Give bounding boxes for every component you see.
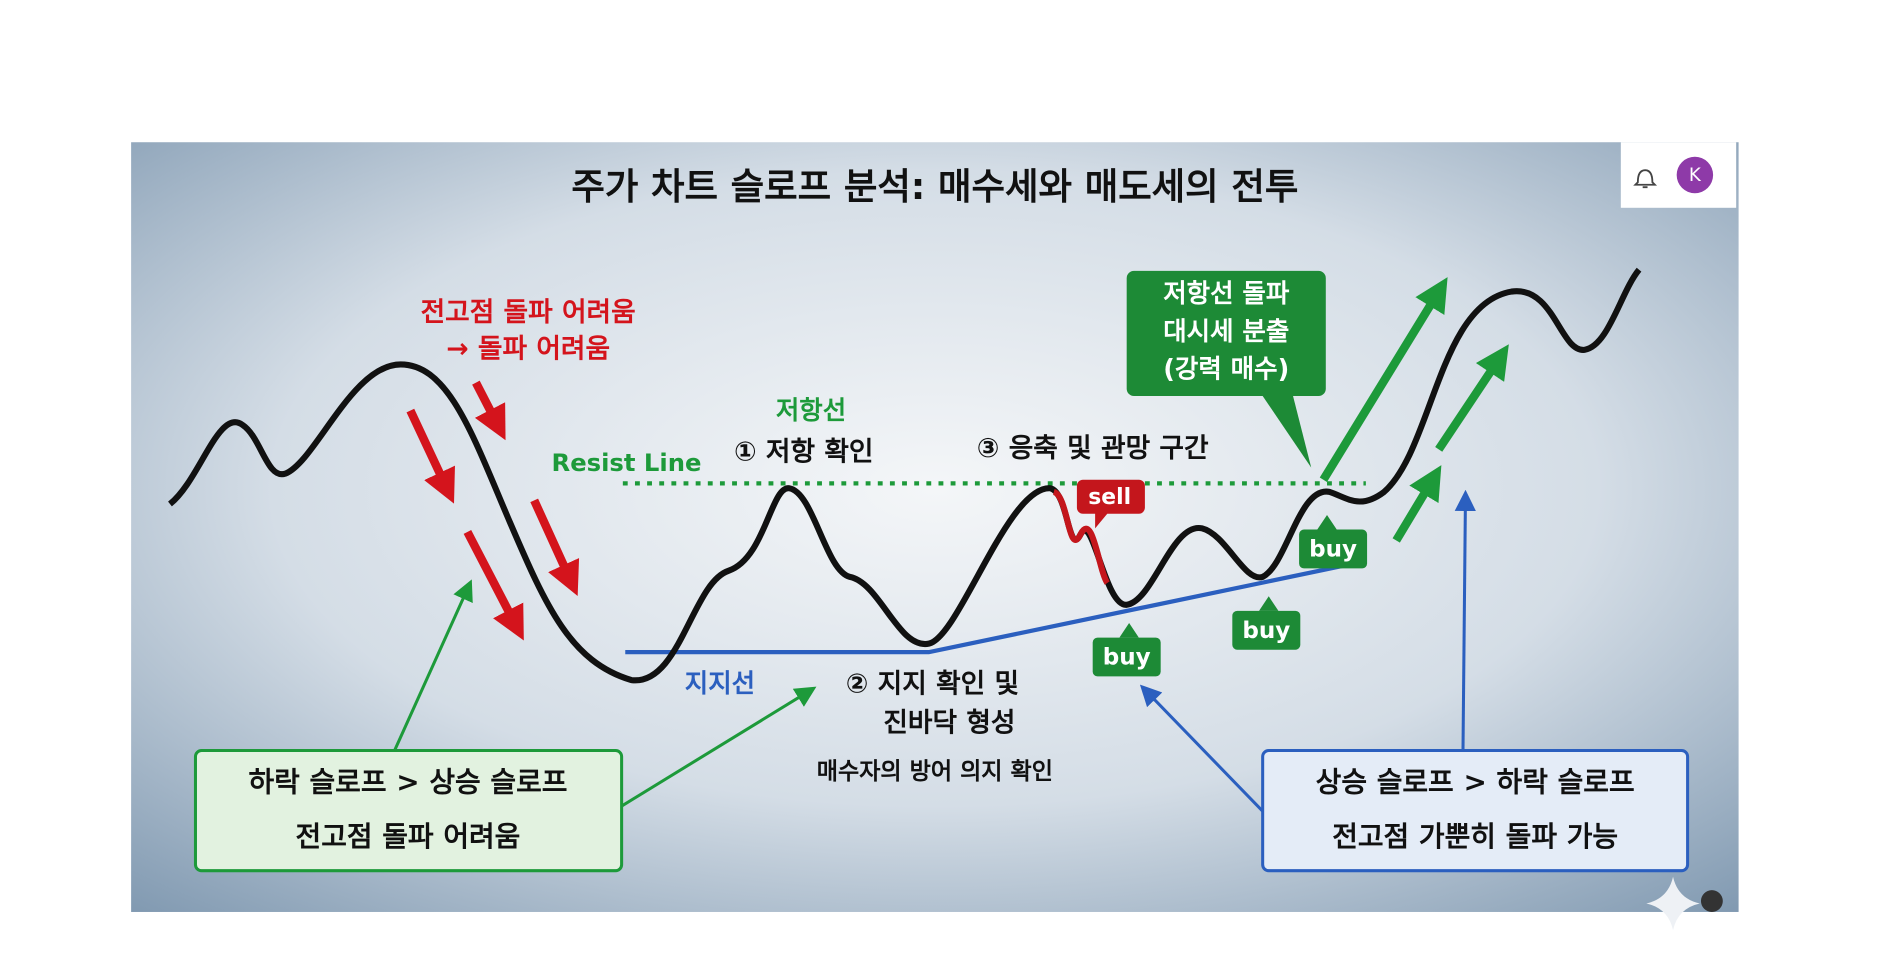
step2: ② 지지 확인 및 [846,668,1019,699]
left-pointers [393,579,817,809]
avatar[interactable] [1676,156,1714,194]
sell-segment [1052,488,1110,585]
step3: ③ 응축 및 관망 구간 [977,433,1209,464]
sell-tag [1076,479,1145,529]
callout-text: 저항선 돌파 [1163,279,1290,309]
callout-text: 대시세 분출 [1163,317,1289,347]
left-box-text: 하락 슬로프 > 상승 슬로프 [248,765,567,798]
right-box-text: 상승 슬로프 > 하락 슬로프 [1316,765,1635,798]
resist-english: Resist Line [552,448,702,477]
right-box-text: 전고점 가뿐히 돌파 가능 [1332,820,1618,853]
support-note: 매수자의 방어 의지 확인 [817,759,1053,785]
up-arrows [1319,277,1509,543]
buy-label: buy [1309,537,1357,563]
right-box [1261,748,1690,873]
avatar-letter: K [1689,165,1702,186]
down-arrows [406,380,580,641]
buy-label: buy [1242,618,1290,644]
price-curve [167,267,1642,684]
step2: 진바닥 형성 [883,707,1015,738]
step1: ① 저항 확인 [734,437,873,468]
buy-label: buy [1103,645,1151,671]
breakout-callout [1126,270,1326,396]
resist-label: 저항선 [776,396,846,426]
support-label: 지지선 [685,669,755,699]
sell-label: sell [1088,485,1131,510]
corner-dot [1700,890,1723,912]
support-line [625,559,1367,655]
callout-text: (강력 매수) [1163,354,1289,384]
note: 전고점 돌파 어려움 [421,297,636,328]
sparkle-icon [1646,876,1700,931]
right-pointers [1139,489,1476,813]
buy-tags [1092,514,1368,677]
title: 주가 차트 슬로프 분석: 매수세와 매도세의 전투 [571,165,1298,208]
left-box [193,748,624,873]
left-box-text: 전고점 돌파 어려움 [296,820,521,853]
bell-icon[interactable] [1633,169,1658,189]
note: → 돌파 어려움 [446,333,610,364]
